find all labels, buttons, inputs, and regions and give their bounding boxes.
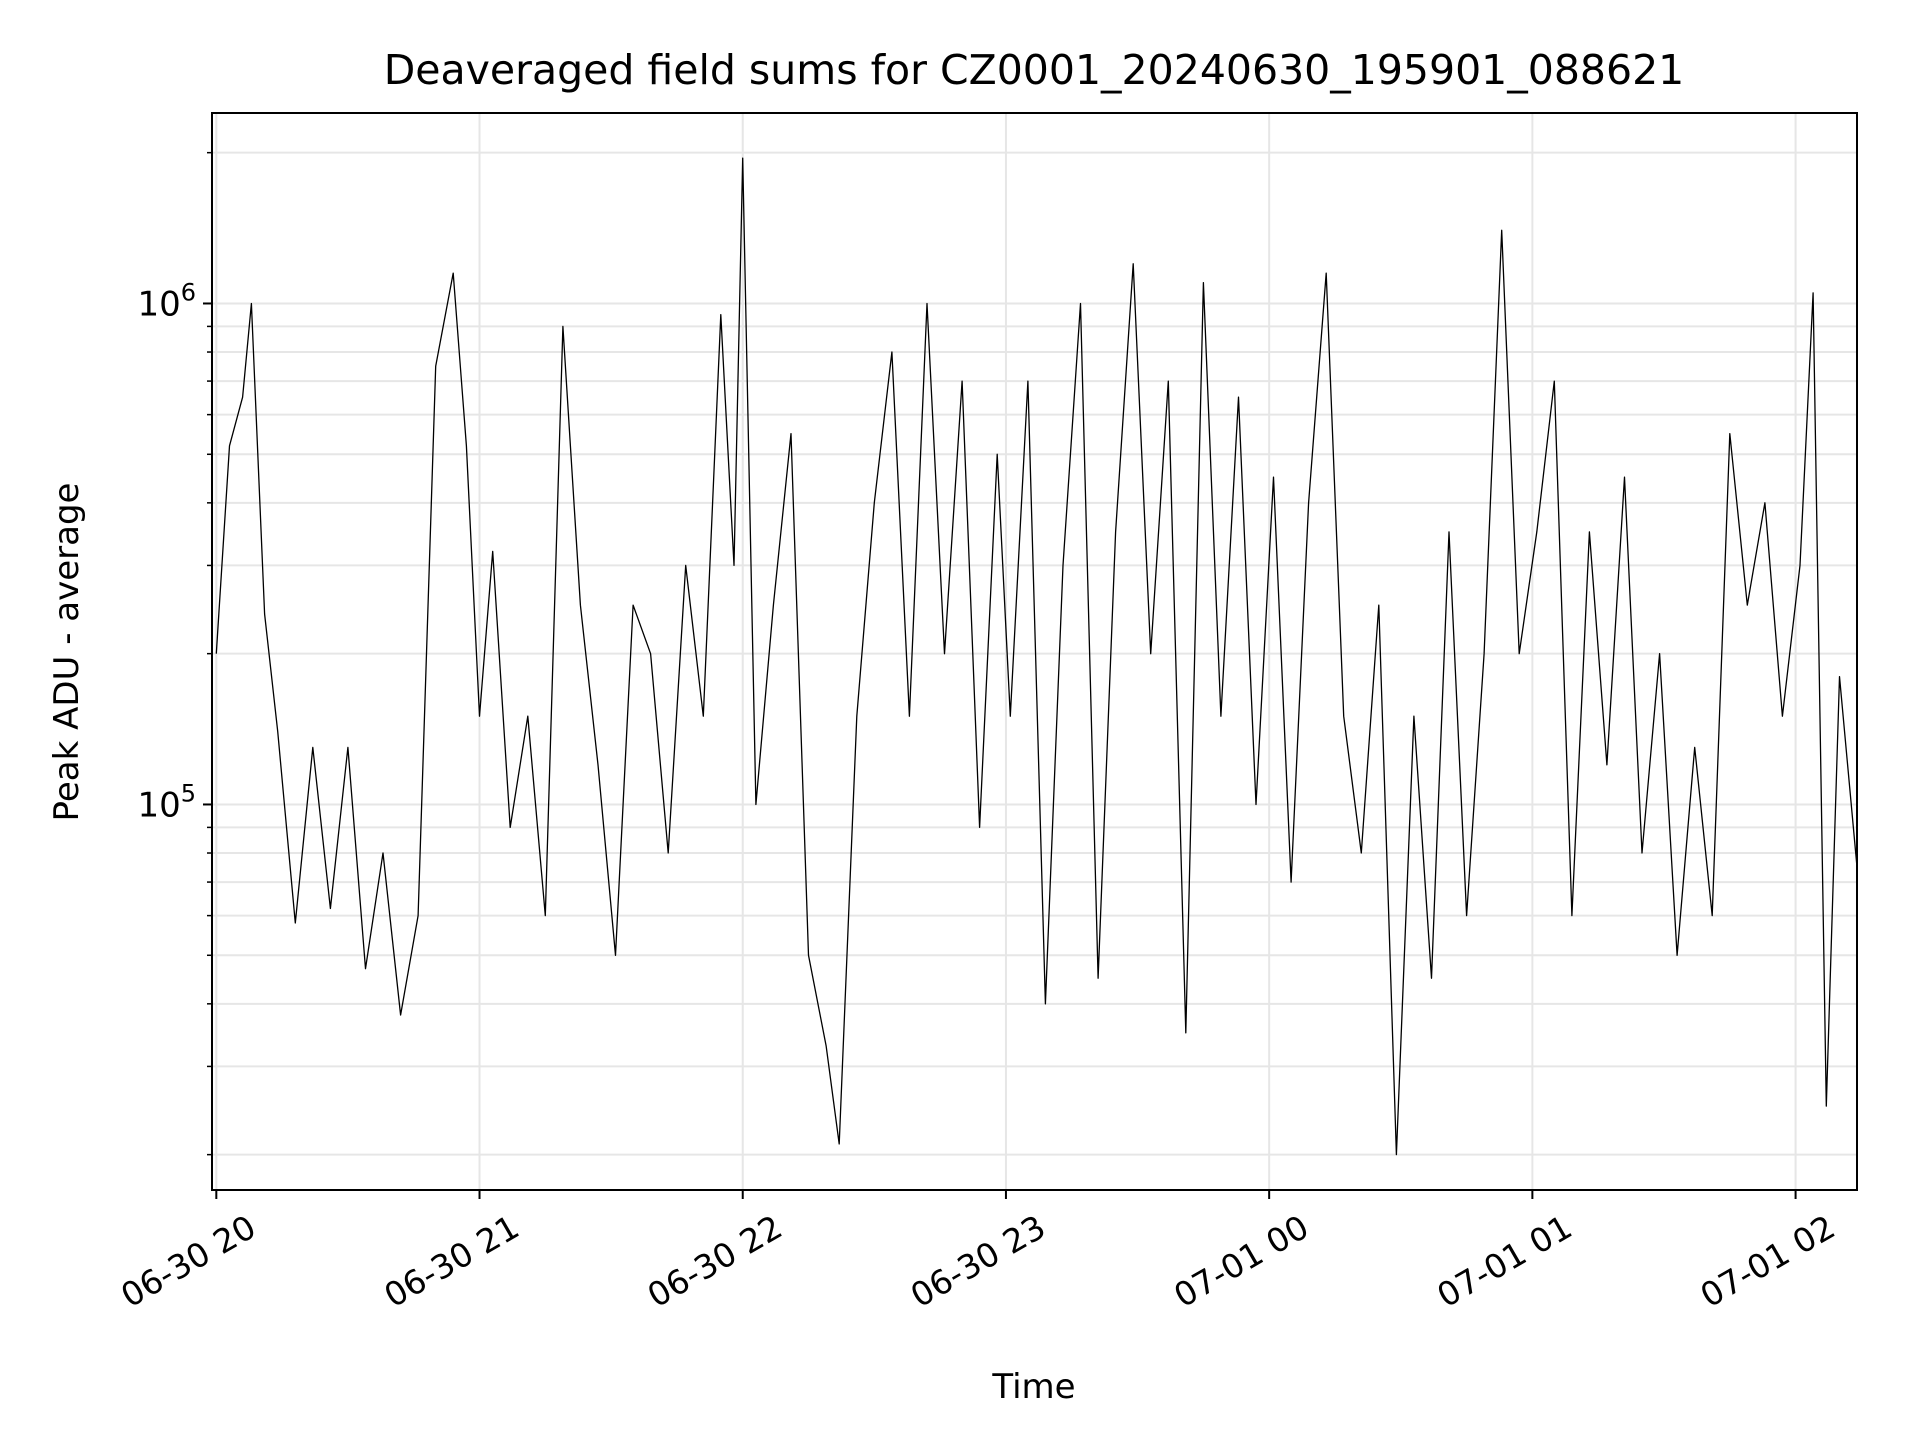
y-tick-label: 106 — [137, 278, 196, 324]
y-tick-label-exponent: 6 — [181, 278, 196, 306]
chart-title: Deaveraged field sums for CZ0001_2024063… — [384, 46, 1685, 94]
series-line-0 — [215, 157, 1858, 1156]
y-tick-label-exponent: 5 — [181, 779, 196, 807]
gridlines — [212, 113, 1857, 1190]
y-tick-label-base: 10 — [137, 785, 180, 825]
plot-area-frame — [211, 112, 1858, 1191]
x-axis-label: Time — [991, 1367, 1075, 1407]
series-layer — [215, 157, 1858, 1156]
y-tick-label-base: 10 — [137, 284, 180, 324]
y-tick-label: 105 — [137, 779, 196, 825]
y-axis-label: Peak ADU - average — [47, 483, 87, 822]
